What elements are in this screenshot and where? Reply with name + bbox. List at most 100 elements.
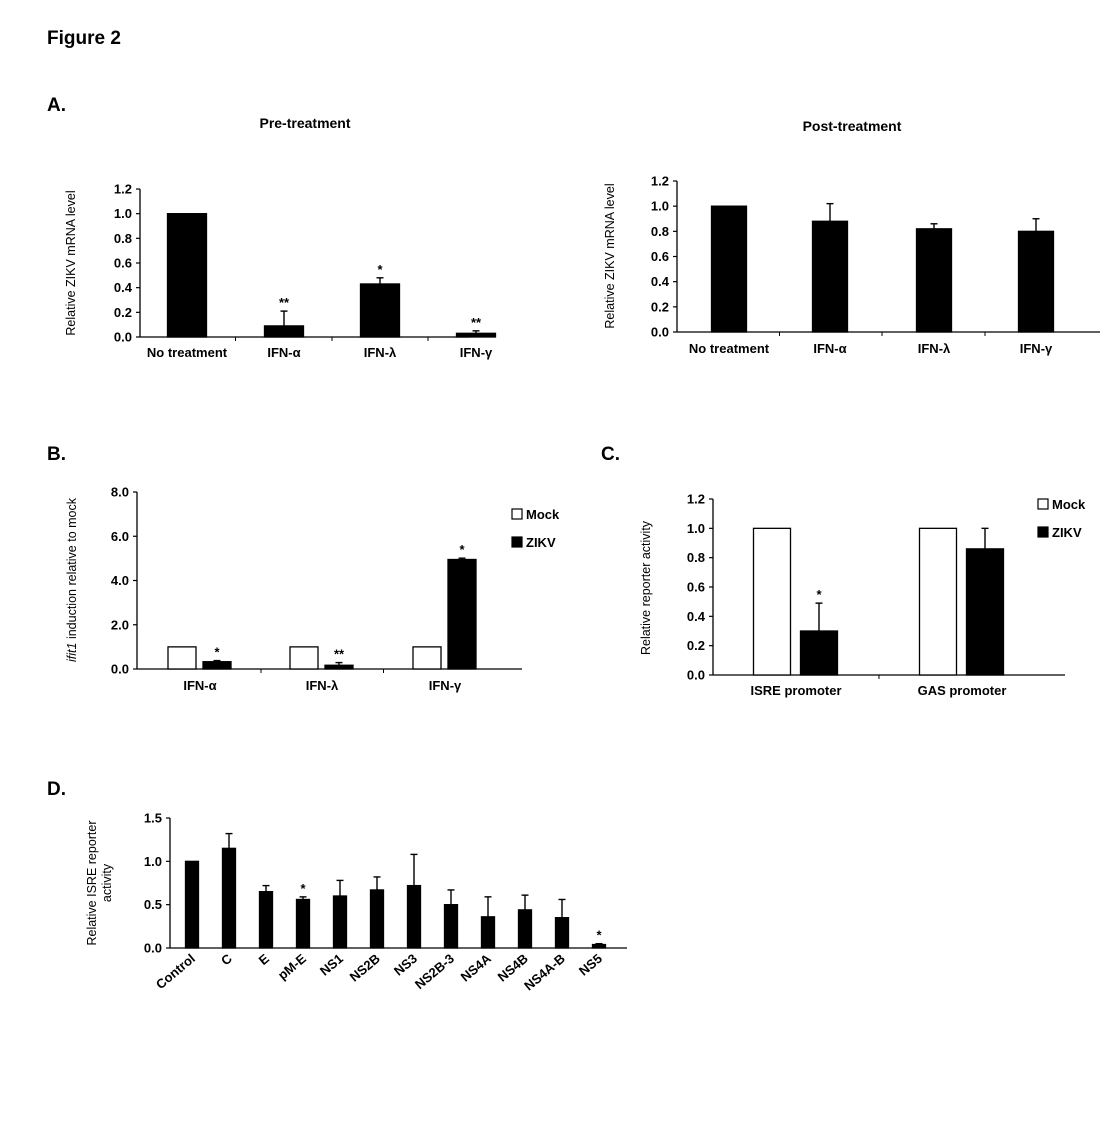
x-tick-label: pM-E [275,951,309,983]
y-tick-label: 1.2 [687,492,705,507]
y-tick-label: 1.0 [687,521,705,536]
y-tick-label: 0.0 [114,330,132,345]
bar [166,213,208,338]
x-tick-label: E [256,951,273,968]
chart-title: Post-treatment [803,118,902,134]
x-tick-label: GAS promoter [918,683,1007,698]
x-tick-label: IFN-λ [306,678,339,693]
y-tick-label: 0.2 [687,638,705,653]
bar [369,889,385,949]
y-tick-label: 0.6 [687,580,705,595]
figure-title: Figure 2 [47,28,121,49]
y-axis-label-text: Relative reporter activity [639,520,653,655]
x-tick-label: IFN-α [183,678,216,693]
x-tick-label: IFN-λ [364,345,397,360]
bar [480,916,496,949]
y-tick-label: 0.0 [111,662,129,677]
bar [752,527,792,676]
legend-swatch [1037,498,1049,510]
chart-d: 0.0 0.5 1.0 1.5 Relative ISRE reporteractivi… [85,811,627,993]
y-tick-label: 4.0 [111,573,129,588]
y-tick-label: 0.8 [114,231,132,246]
chart-b: 0.0 2.0 4.0 6.0 8.0 ifit1 induction relative … [65,485,560,694]
legend-label: Mock [526,507,560,522]
panel-label-d: D. [47,779,66,800]
y-tick-label: 0.4 [651,274,670,289]
x-tick-label: ISRE promoter [750,683,841,698]
x-tick-label: Control [153,951,198,992]
chart-c: 0.0 0.2 0.4 0.6 0.8 1.0 1.2 Relative reporter a… [639,492,1086,699]
x-tick-label: NS2B-3 [412,951,457,992]
panel-label-c: C. [601,444,620,465]
y-tick-label: 2.0 [111,617,129,632]
bar [324,664,354,670]
y-tick-label: 0.4 [114,280,133,295]
x-tick-label: No treatment [689,341,770,356]
bar [915,228,953,333]
x-tick-label: C [218,950,235,968]
y-axis-label-line: Relative ISRE reporter [85,820,99,945]
legend-label: Mock [1052,497,1086,512]
significance-marker: ** [279,295,290,310]
panel-label-a: A. [47,95,66,116]
bar [918,527,958,676]
x-tick-label: NS2B [347,951,383,985]
y-tick-label: 0.6 [651,249,669,264]
legend-swatch [511,508,523,520]
bar [799,630,839,676]
x-tick-label: NS3 [391,951,420,979]
x-tick-label: NS4A [458,950,495,984]
y-tick-label: 0.2 [114,305,132,320]
x-tick-label: IFN-γ [1020,341,1053,356]
bar [443,904,459,949]
x-tick-label: IFN-α [267,345,300,360]
bar [591,943,607,949]
y-axis-label-text: Relative ZIKV mRNA level [64,190,78,335]
y-tick-label: 1.0 [144,854,162,869]
x-tick-label: NS1 [317,951,346,979]
legend-label: ZIKV [526,535,556,550]
chart-a1: Pre-treatment 0.0 0.2 0.4 0.6 0.8 1.0 1.2 Relati… [64,115,497,360]
bar [359,283,401,338]
bar [295,898,311,949]
significance-marker: * [596,928,602,943]
bar [167,646,197,670]
bar [332,895,348,949]
y-tick-label: 6.0 [111,529,129,544]
legend-label: ZIKV [1052,525,1082,540]
x-tick-label: No treatment [147,345,228,360]
y-tick-label: 0.4 [687,609,706,624]
y-tick-label: 0.0 [144,941,162,956]
y-tick-label: 0.2 [651,299,669,314]
y-tick-label: 0.0 [687,668,705,683]
y-tick-label: 1.2 [651,174,669,189]
bar [710,205,748,333]
x-tick-label: IFN-λ [918,341,951,356]
significance-marker: * [459,542,465,557]
bar [263,325,305,338]
x-tick-label: IFN-γ [429,678,462,693]
panel-label-b: B. [47,444,66,465]
significance-marker: * [377,262,383,277]
y-tick-label: 0.0 [651,325,669,340]
y-axis-label-line: activity [100,863,114,902]
chart-a2: Post-treatment 0.0 0.2 0.4 0.6 0.8 1.0 1.2 Relat… [603,118,1100,356]
y-tick-label: 1.2 [114,182,132,197]
y-tick-label: 0.8 [687,550,705,565]
y-tick-label: 1.5 [144,811,162,826]
y-axis-label: Relative ZIKV mRNA level [603,183,617,328]
y-axis-label: Relative ZIKV mRNA level [64,190,78,335]
bar [965,548,1005,676]
y-axis-label: Relative ISRE reporteractivity [85,820,114,945]
bar [221,847,237,949]
y-axis-label: Relative reporter activity [639,520,653,655]
bar [517,909,533,949]
x-tick-label: NS5 [576,951,605,979]
y-tick-label: 8.0 [111,485,129,500]
significance-marker: * [214,645,220,660]
x-tick-label: IFN-γ [460,345,493,360]
y-tick-label: 0.8 [651,224,669,239]
y-tick-label: 1.0 [114,206,132,221]
